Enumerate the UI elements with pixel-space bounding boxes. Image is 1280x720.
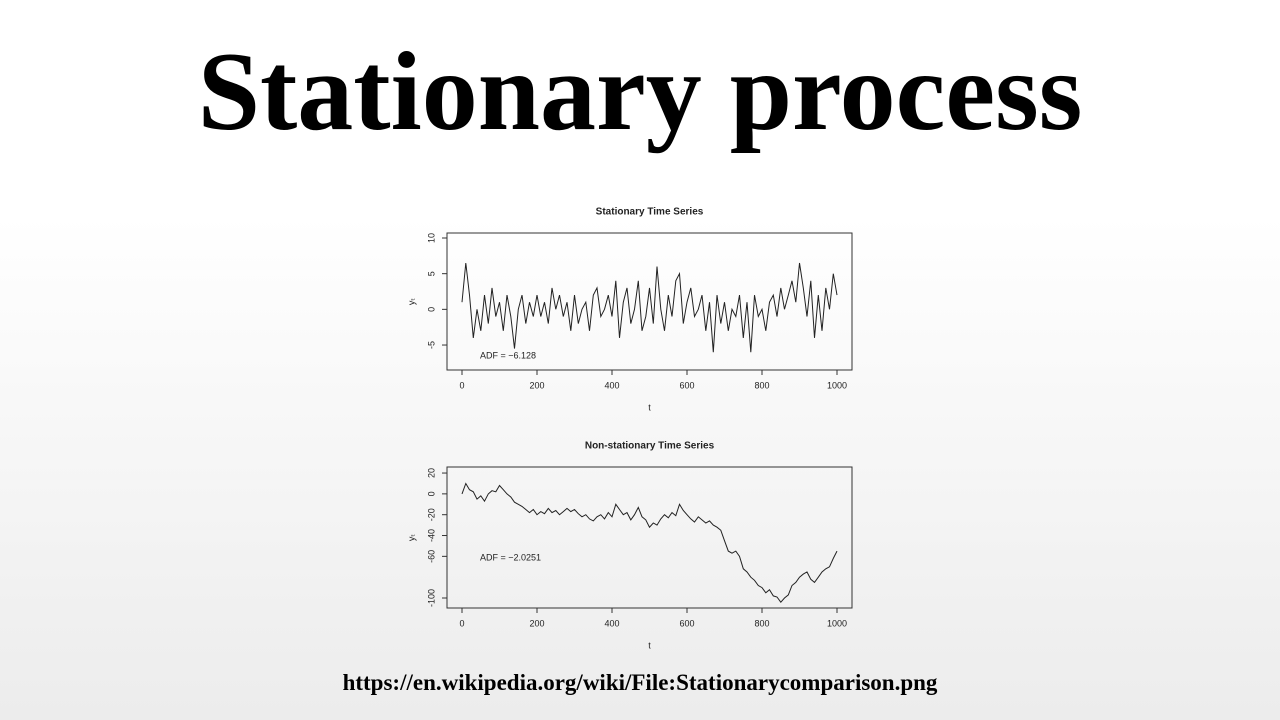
chart-title: Non-stationary Time Series <box>585 441 715 452</box>
x-tick-label: 600 <box>679 380 694 390</box>
x-tick-label: 800 <box>754 618 769 628</box>
y-tick-label: -40 <box>426 529 436 542</box>
plot-frame <box>446 232 853 371</box>
y-tick-label: 5 <box>426 271 436 276</box>
y-axis-label: yₜ <box>406 298 416 306</box>
x-tick-label: 600 <box>679 618 694 628</box>
x-axis-label: t <box>648 402 651 412</box>
series-line <box>461 262 838 353</box>
y-tick-label: 0 <box>426 491 436 496</box>
y-tick-label: -60 <box>426 550 436 563</box>
x-tick-label: 1000 <box>827 618 847 628</box>
x-tick-label: 400 <box>604 618 619 628</box>
chart-title: Stationary Time Series <box>596 207 704 218</box>
x-tick-label: 0 <box>459 380 464 390</box>
x-tick-label: 200 <box>529 618 544 628</box>
x-tick-label: 0 <box>459 618 464 628</box>
y-tick-label: 0 <box>426 307 436 312</box>
y-tick-label: -5 <box>426 341 436 349</box>
plot-frame <box>446 466 853 609</box>
x-axis-label: t <box>648 640 651 650</box>
x-tick-label: 1000 <box>827 380 847 390</box>
source-url: https://en.wikipedia.org/wiki/File:Stati… <box>342 670 938 695</box>
y-tick-label: -20 <box>426 508 436 521</box>
y-tick-label: 20 <box>426 468 436 478</box>
x-tick-label: 400 <box>604 380 619 390</box>
y-tick-label: -100 <box>426 589 436 607</box>
x-tick-label: 200 <box>529 380 544 390</box>
series-line <box>461 482 838 603</box>
x-tick-label: 800 <box>754 380 769 390</box>
y-axis-label: yₜ <box>406 534 416 542</box>
annotation: ADF = −6.128 <box>480 350 536 360</box>
slide-title: Stationary process <box>197 30 1083 154</box>
annotation: ADF = −2.0251 <box>480 552 541 562</box>
y-tick-label: 10 <box>426 233 436 243</box>
